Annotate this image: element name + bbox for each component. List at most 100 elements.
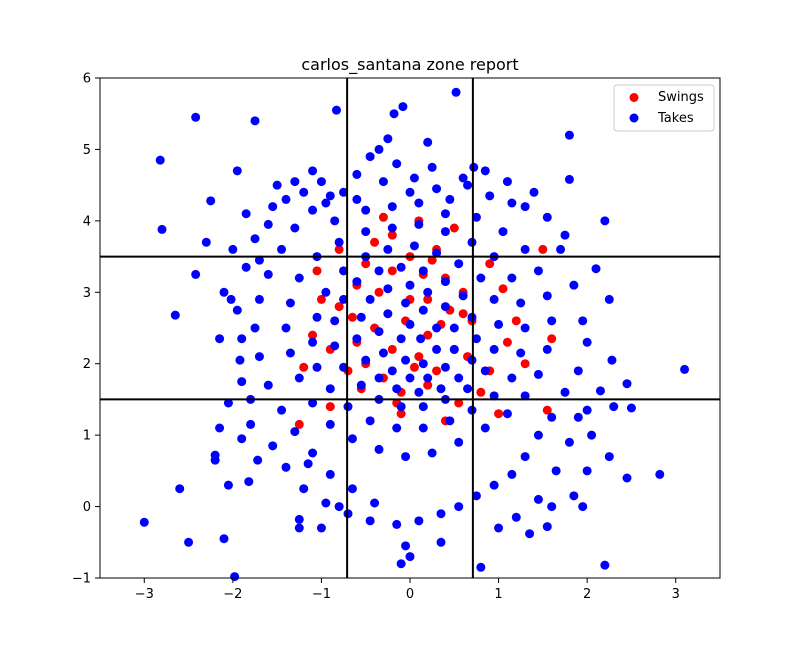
take-point [533,369,543,379]
take-point [226,294,236,304]
take-point [219,534,229,544]
take-point [405,319,415,329]
take-point [600,216,610,226]
take-point [272,180,282,190]
take-point [191,112,201,122]
take-point [321,198,331,208]
swing-point [361,259,371,269]
take-point [454,373,464,383]
take-point [254,352,264,362]
swing-point [547,334,557,344]
take-point [281,194,291,204]
swing-point [316,294,326,304]
swing-point [542,405,552,415]
take-point [356,380,366,390]
take-point [416,334,426,344]
take-point [157,224,167,234]
take-point [206,196,216,206]
take-point [423,373,433,383]
take-point [502,409,512,419]
take-point [392,159,402,169]
take-point [436,384,446,394]
swing-point [449,223,459,233]
take-point [454,437,464,447]
take-point [232,305,242,315]
take-point [578,502,588,512]
take-point [560,230,570,240]
take-point [383,284,393,294]
take-point [281,323,291,333]
take-point [476,562,486,572]
take-point [480,366,490,376]
x-tick-label: 1 [494,587,502,602]
take-point [237,334,247,344]
take-point [316,177,326,187]
take-point [440,277,450,287]
take-point [463,180,473,190]
take-point [525,529,535,539]
y-tick-label: 1 [83,429,91,444]
take-point [396,559,406,569]
take-point [471,334,481,344]
take-point [655,469,665,479]
take-point [440,209,450,219]
swing-point [454,398,464,408]
take-point [595,386,605,396]
take-point [489,294,499,304]
swing-point [414,352,424,362]
take-point [352,194,362,204]
strike-zone [100,78,720,578]
take-point [383,244,393,254]
legend: Swings Takes [613,84,715,132]
take-point [374,373,384,383]
take-point [378,177,388,187]
take-point [361,227,371,237]
x-tick-label: −3 [135,587,154,602]
take-point [405,187,415,197]
take-point [285,298,295,308]
take-point [436,509,446,519]
take-point [374,327,384,337]
take-point [507,198,517,208]
take-point [569,280,579,290]
take-point [454,259,464,269]
take-point [502,177,512,187]
take-point [308,205,318,215]
take-point [308,448,318,458]
take-point [401,298,411,308]
take-point [440,362,450,372]
take-point [622,473,632,483]
take-point [578,316,588,326]
take-point [564,174,574,184]
take-point [308,166,318,176]
take-point [405,373,415,383]
take-point [398,102,408,112]
take-point [339,187,349,197]
take-point [230,572,240,582]
take-point [277,405,287,415]
take-point [573,412,583,422]
axes: −3 −2 −1 0 1 2 3 −1 0 1 2 3 4 5 6 [72,72,721,602]
take-point [436,537,446,547]
take-point [401,355,411,365]
swing-point [520,359,530,369]
take-point [365,516,375,526]
take-point [237,434,247,444]
legend-marker-swings [629,93,639,102]
plot-area [139,87,690,582]
take-point [418,359,428,369]
take-point [414,516,424,526]
legend-marker-takes [629,113,639,123]
take-point [321,498,331,508]
swing-point [511,316,521,326]
take-point [294,373,304,383]
take-point [250,116,260,126]
take-point [392,384,402,394]
take-point [219,287,229,297]
take-point [250,323,260,333]
take-point [263,269,273,279]
take-point [356,312,366,322]
take-point [458,291,468,301]
take-point [485,191,495,201]
